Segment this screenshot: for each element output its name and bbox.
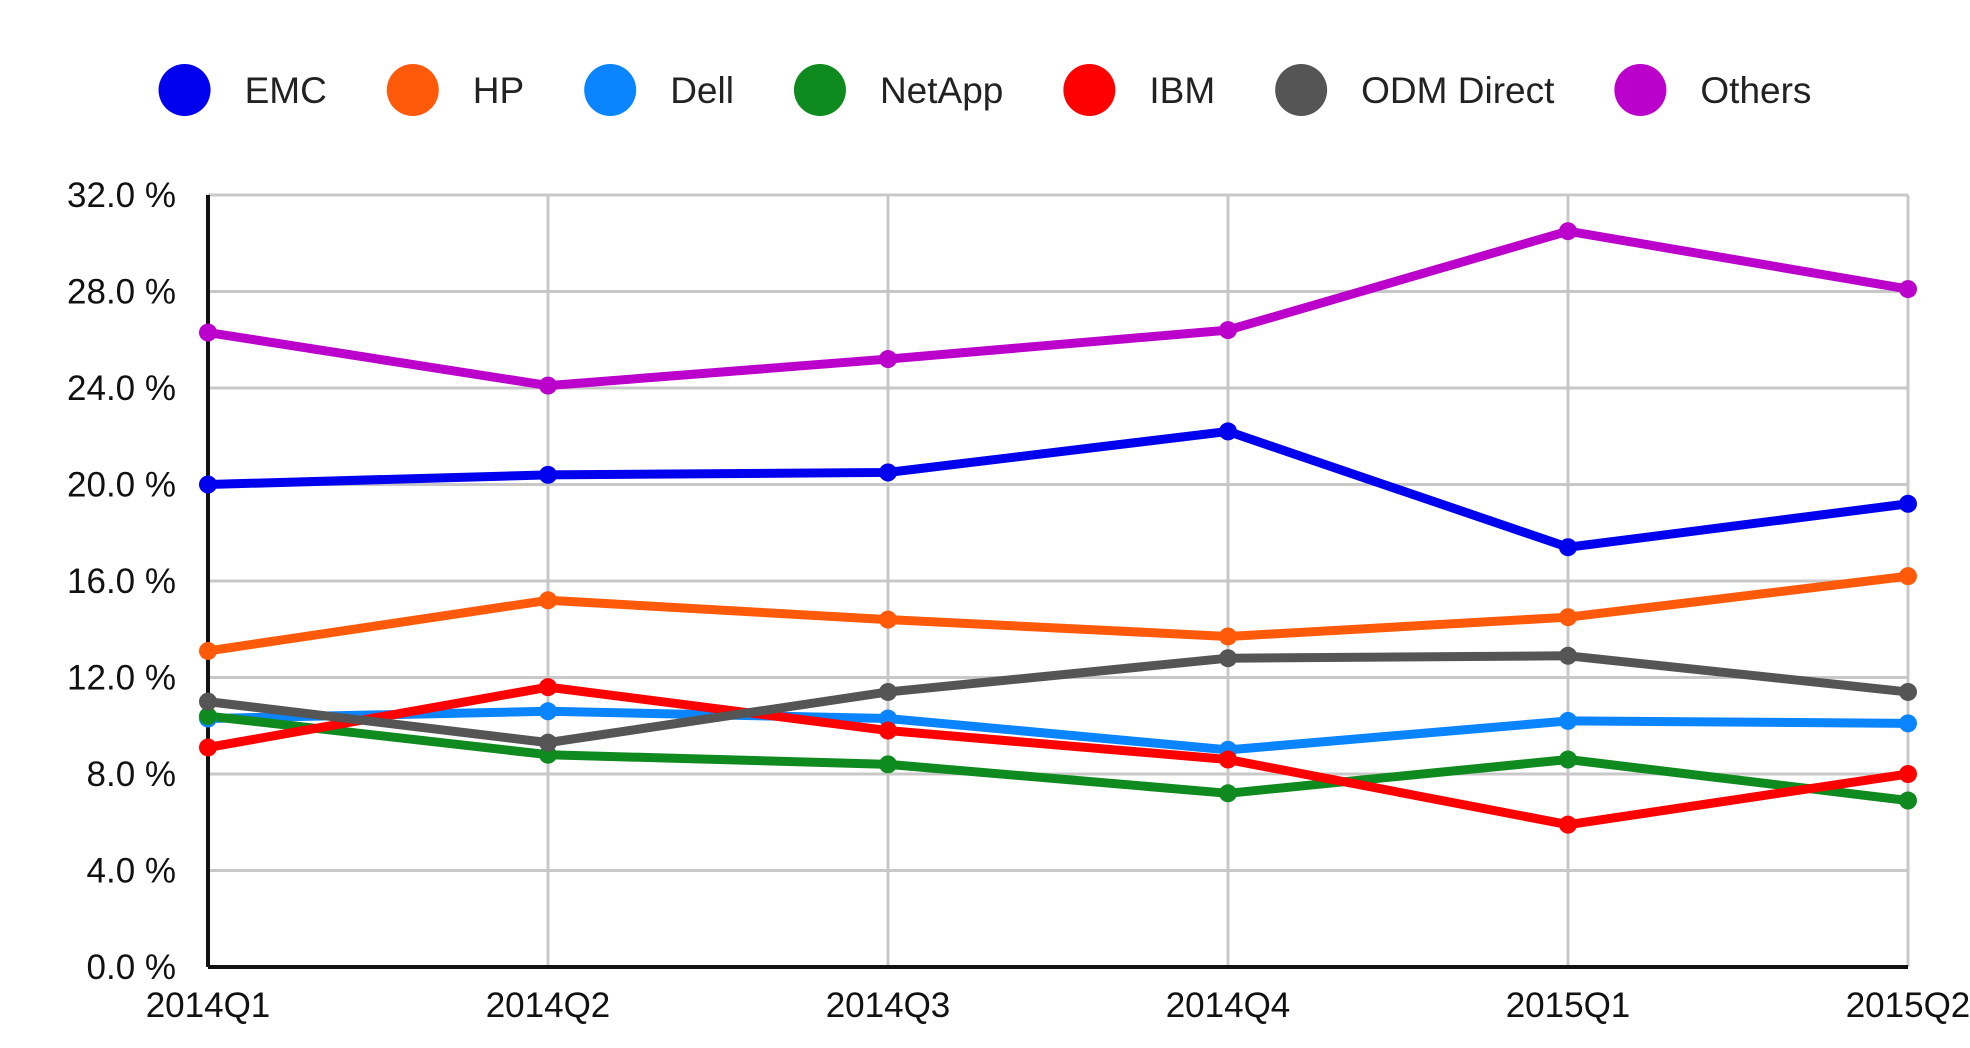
legend-swatch-icon	[386, 64, 439, 116]
data-point-dell	[1899, 714, 1917, 733]
data-point-dell	[1559, 711, 1577, 730]
data-point-odm-direct	[1219, 649, 1237, 668]
y-tick-label: 4.0 %	[87, 852, 177, 891]
series-line-emc	[203, 426, 1913, 552]
data-point-netapp	[1219, 784, 1237, 803]
x-axis-ticks: 2014Q1 2014Q2 2014Q3 2014Q4 2015Q1 2015Q2	[146, 986, 1970, 1025]
legend-swatch-icon	[1614, 64, 1667, 116]
data-point-others	[539, 376, 557, 395]
data-point-odm-direct	[879, 682, 897, 701]
legend-label: HP	[473, 70, 524, 111]
data-point-odm-direct	[1559, 646, 1577, 665]
data-point-emc	[199, 475, 217, 494]
x-tick-label: 2015Q2	[1846, 986, 1970, 1025]
data-point-others	[1559, 222, 1577, 241]
data-point-odm-direct	[539, 733, 557, 752]
legend-swatch-icon	[1275, 64, 1328, 116]
legend-item-odm-direct[interactable]: ODM Direct	[1275, 64, 1555, 116]
gridlines	[208, 193, 1910, 967]
data-point-ibm	[539, 678, 557, 697]
x-tick-label: 2014Q3	[826, 986, 951, 1025]
data-point-dell	[539, 702, 557, 721]
y-tick-label: 8.0 %	[87, 755, 177, 794]
data-point-hp	[539, 591, 557, 610]
data-point-netapp	[199, 707, 217, 726]
legend-item-others[interactable]: Others	[1614, 64, 1811, 116]
series-line-dell	[203, 706, 1913, 755]
series-line-odm-direct	[203, 651, 1913, 748]
series-line-hp	[203, 571, 1913, 656]
data-point-others	[199, 323, 217, 342]
data-point-hp	[199, 641, 217, 660]
legend-label: ODM Direct	[1361, 70, 1555, 111]
series-line-ibm	[203, 682, 1913, 830]
y-tick-label: 12.0 %	[67, 659, 176, 698]
y-axis-ticks: 0.0 % 4.0 % 8.0 % 12.0 % 16.0 % 20.0 % 24.0 % 2…	[67, 176, 176, 987]
data-point-emc	[539, 465, 557, 484]
data-point-others	[1899, 280, 1917, 299]
legend-item-dell[interactable]: Dell	[584, 64, 734, 116]
data-point-ibm	[199, 738, 217, 757]
legend-label: EMC	[245, 70, 327, 111]
legend-swatch-icon	[584, 64, 637, 116]
x-tick-label: 2014Q1	[146, 986, 271, 1025]
series-points	[199, 222, 1917, 834]
series-line-others	[203, 226, 1913, 391]
data-point-hp	[1219, 627, 1237, 646]
y-tick-label: 16.0 %	[67, 562, 176, 601]
data-point-ibm	[1219, 750, 1237, 769]
legend-item-emc[interactable]: EMC	[158, 64, 327, 116]
y-tick-label: 0.0 %	[87, 948, 177, 987]
y-tick-label: 32.0 %	[67, 176, 176, 215]
legend-label: IBM	[1149, 70, 1215, 111]
legend: EMC HP Dell NetApp IBM ODM Direct Others	[158, 64, 1811, 116]
data-point-emc	[1559, 538, 1577, 557]
x-tick-label: 2014Q4	[1166, 986, 1291, 1025]
data-point-others	[879, 350, 897, 369]
data-point-hp	[879, 610, 897, 629]
data-point-ibm	[879, 721, 897, 740]
y-tick-label: 28.0 %	[67, 273, 176, 312]
legend-item-netapp[interactable]: NetApp	[793, 64, 1003, 116]
legend-swatch-icon	[158, 64, 211, 116]
data-point-hp	[1559, 608, 1577, 627]
data-point-emc	[1219, 422, 1237, 441]
legend-label: Others	[1700, 70, 1811, 111]
y-tick-label: 24.0 %	[67, 369, 176, 408]
data-point-netapp	[1899, 791, 1917, 810]
legend-label: Dell	[670, 70, 734, 111]
legend-swatch-icon	[793, 64, 846, 116]
data-point-hp	[1899, 567, 1917, 586]
data-point-netapp	[879, 755, 897, 774]
legend-item-hp[interactable]: HP	[386, 64, 524, 116]
data-point-others	[1219, 321, 1237, 340]
y-tick-label: 20.0 %	[67, 466, 176, 505]
data-point-odm-direct	[1899, 682, 1917, 701]
x-tick-label: 2015Q1	[1506, 986, 1631, 1025]
data-point-ibm	[1559, 815, 1577, 834]
x-tick-label: 2014Q2	[486, 986, 611, 1025]
data-point-netapp	[1559, 750, 1577, 769]
legend-item-ibm[interactable]: IBM	[1063, 64, 1215, 116]
data-point-odm-direct	[199, 692, 217, 711]
data-point-emc	[1899, 494, 1917, 513]
legend-swatch-icon	[1063, 64, 1116, 116]
series-lines	[203, 226, 1913, 830]
data-point-ibm	[1899, 765, 1917, 783]
legend-label: NetApp	[880, 70, 1003, 111]
data-point-emc	[879, 463, 897, 482]
series-line-netapp	[203, 711, 1913, 806]
